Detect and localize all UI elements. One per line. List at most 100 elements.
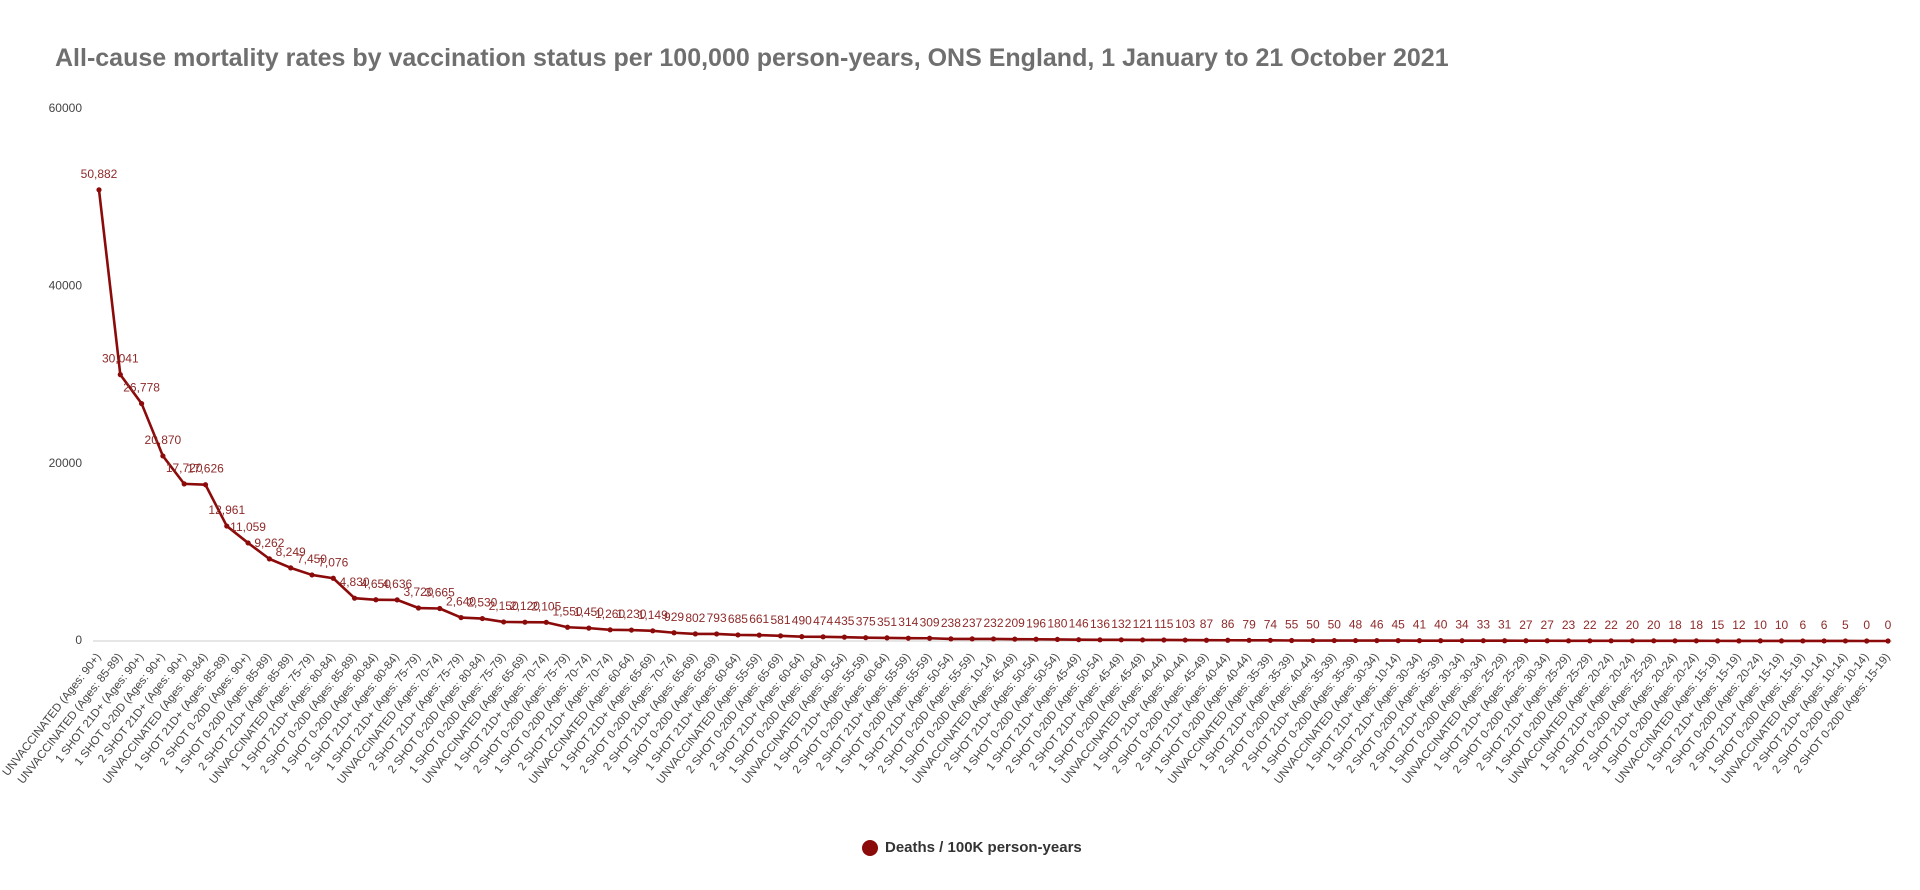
- data-label: 802: [685, 611, 705, 625]
- data-label: 20,870: [145, 433, 182, 447]
- data-point: [160, 453, 166, 459]
- data-label: 18: [1690, 618, 1704, 632]
- data-point: [1885, 638, 1891, 644]
- data-label: 6: [1799, 618, 1806, 632]
- data-label: 79: [1242, 617, 1256, 631]
- data-label: 30,041: [102, 352, 139, 366]
- data-label: 435: [834, 614, 854, 628]
- data-point: [1629, 638, 1636, 644]
- data-point: [586, 625, 592, 631]
- data-label: 50: [1306, 618, 1320, 632]
- data-point: [1289, 637, 1295, 644]
- data-label: 55: [1285, 618, 1299, 632]
- data-point: [820, 634, 826, 640]
- data-point: [437, 605, 443, 612]
- data-point: [1331, 637, 1337, 644]
- data-label: 238: [941, 616, 961, 630]
- data-point: [1864, 638, 1870, 644]
- data-label: 4,650: [361, 577, 391, 591]
- data-point: [202, 482, 209, 488]
- data-point: [181, 481, 187, 487]
- data-point: [1374, 637, 1380, 644]
- data-point: [1267, 637, 1273, 643]
- data-point: [522, 619, 528, 625]
- data-point: [1352, 637, 1359, 644]
- chart-title: All-cause mortality rates by vaccination…: [55, 44, 1449, 72]
- data-point: [777, 633, 784, 639]
- data-label: 929: [664, 610, 684, 624]
- data-label: 12: [1732, 618, 1746, 632]
- data-label: 33: [1477, 618, 1491, 632]
- data-point: [1416, 638, 1423, 644]
- data-label: 1,230: [616, 607, 646, 621]
- data-label: 46: [1370, 618, 1384, 632]
- data-point: [1310, 637, 1316, 644]
- data-point: [1438, 638, 1444, 644]
- data-label: 17,626: [187, 462, 224, 476]
- data-label: 34: [1455, 618, 1469, 632]
- data-point: [692, 631, 698, 637]
- data-point: [1842, 638, 1849, 644]
- data-label: 27: [1541, 618, 1555, 632]
- data-point: [1118, 637, 1124, 643]
- data-point: [607, 627, 613, 633]
- data-point: [756, 632, 762, 638]
- data-label: 685: [728, 612, 748, 626]
- data-label: 314: [898, 615, 918, 629]
- data-point: [224, 523, 230, 529]
- data-label: 87: [1200, 617, 1214, 631]
- data-label: 196: [1026, 616, 1046, 630]
- data-label: 3,720: [403, 585, 433, 599]
- data-label: 10: [1754, 618, 1768, 632]
- data-point: [1225, 637, 1231, 643]
- data-label: 661: [749, 612, 769, 626]
- data-label: 26,778: [123, 381, 160, 395]
- data-point: [884, 635, 890, 641]
- series-line: [97, 189, 1888, 643]
- data-point: [1693, 638, 1699, 644]
- data-point: [1097, 637, 1103, 643]
- data-label: 18: [1668, 618, 1682, 632]
- data-label: 209: [1005, 616, 1025, 630]
- data-label: 8,249: [276, 545, 306, 559]
- data-label: 74: [1264, 617, 1278, 631]
- data-label: 45: [1391, 618, 1405, 632]
- data-label: 50,882: [81, 167, 118, 181]
- data-point: [1459, 638, 1465, 644]
- data-point: [351, 595, 358, 601]
- data-label: 11,059: [230, 520, 266, 534]
- data-label: 793: [707, 611, 727, 625]
- data-label: 1,149: [638, 608, 668, 622]
- data-point: [1076, 637, 1082, 643]
- data-label: 50: [1328, 618, 1342, 632]
- data-label: 2,105: [531, 599, 561, 613]
- data-label: 5: [1842, 618, 1849, 632]
- data-point: [288, 565, 294, 571]
- data-label: 31: [1498, 618, 1512, 632]
- data-point: [948, 636, 954, 642]
- data-point: [1139, 637, 1146, 643]
- data-label: 7,076: [318, 555, 348, 569]
- data-label: 15: [1711, 618, 1725, 632]
- data-label: 232: [983, 616, 1003, 630]
- data-point: [714, 631, 720, 637]
- y-tick-label: 0: [75, 633, 82, 647]
- data-label: 237: [962, 616, 982, 630]
- data-point: [1395, 638, 1401, 644]
- data-label: 41: [1413, 618, 1427, 632]
- data-point: [799, 634, 805, 640]
- data-label: 115: [1154, 617, 1173, 631]
- data-label: 40: [1434, 618, 1448, 632]
- data-label: 22: [1583, 618, 1597, 632]
- data-label: 20: [1647, 618, 1661, 632]
- data-label: 20: [1626, 618, 1640, 632]
- data-point: [628, 627, 635, 633]
- data-label: 0: [1863, 618, 1870, 632]
- data-label: 121: [1133, 617, 1153, 631]
- data-label: 132: [1111, 617, 1131, 631]
- data-point: [1182, 637, 1188, 643]
- data-label: 2,530: [467, 596, 497, 610]
- data-point: [117, 372, 123, 378]
- data-point: [1502, 638, 1508, 644]
